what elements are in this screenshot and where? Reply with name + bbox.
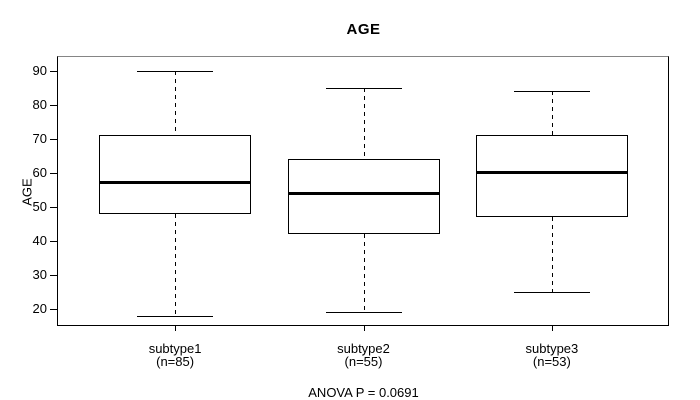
y-tick bbox=[50, 206, 57, 208]
y-tick bbox=[50, 104, 57, 106]
y-tick-label: 40 bbox=[32, 232, 47, 248]
x-group-label: subtype3 (n=53) bbox=[487, 342, 617, 368]
anova-annotation: ANOVA P = 0.0691 bbox=[308, 385, 419, 400]
y-tick bbox=[50, 240, 57, 242]
median-line bbox=[475, 171, 628, 175]
chart-title: AGE bbox=[346, 21, 381, 38]
upper-whisker-cap bbox=[325, 87, 402, 89]
y-tick bbox=[50, 138, 57, 140]
lower-whisker bbox=[363, 234, 365, 313]
y-tick-label: 70 bbox=[32, 130, 47, 146]
y-tick-label: 50 bbox=[32, 198, 47, 214]
x-tick bbox=[363, 326, 365, 331]
upper-whisker-cap bbox=[137, 70, 214, 72]
upper-whisker bbox=[551, 91, 553, 136]
y-tick-label: 20 bbox=[32, 300, 47, 316]
x-group-label: subtype2 (n=55) bbox=[299, 342, 429, 368]
lower-whisker bbox=[175, 213, 177, 316]
group-n: (n=85) bbox=[156, 354, 195, 369]
group-n: (n=55) bbox=[344, 354, 383, 369]
x-group-label: subtype1 (n=85) bbox=[110, 342, 240, 368]
lower-whisker bbox=[551, 217, 553, 292]
group-name: subtype2 bbox=[337, 341, 390, 356]
group-name: subtype1 bbox=[148, 341, 202, 356]
y-tick bbox=[50, 274, 57, 276]
y-tick-label: 30 bbox=[32, 266, 47, 282]
y-tick bbox=[50, 172, 57, 174]
median-line bbox=[99, 181, 252, 185]
group-name: subtype3 bbox=[525, 341, 579, 356]
x-tick bbox=[175, 326, 177, 331]
iqr-box bbox=[287, 159, 440, 235]
y-tick-label: 80 bbox=[32, 96, 47, 112]
group-n: (n=53) bbox=[532, 354, 571, 369]
upper-whisker bbox=[175, 70, 177, 136]
x-tick bbox=[551, 326, 553, 331]
lower-whisker-cap bbox=[325, 312, 402, 314]
lower-whisker-cap bbox=[513, 291, 590, 293]
lower-whisker-cap bbox=[137, 315, 214, 317]
iqr-box bbox=[475, 135, 628, 218]
y-tick-label: 60 bbox=[32, 164, 47, 180]
upper-whisker bbox=[363, 87, 365, 160]
median-line bbox=[287, 191, 440, 195]
iqr-box bbox=[99, 135, 252, 214]
y-tick bbox=[50, 70, 57, 72]
y-tick bbox=[50, 308, 57, 310]
upper-whisker-cap bbox=[513, 91, 590, 93]
y-tick-label: 90 bbox=[32, 62, 47, 78]
